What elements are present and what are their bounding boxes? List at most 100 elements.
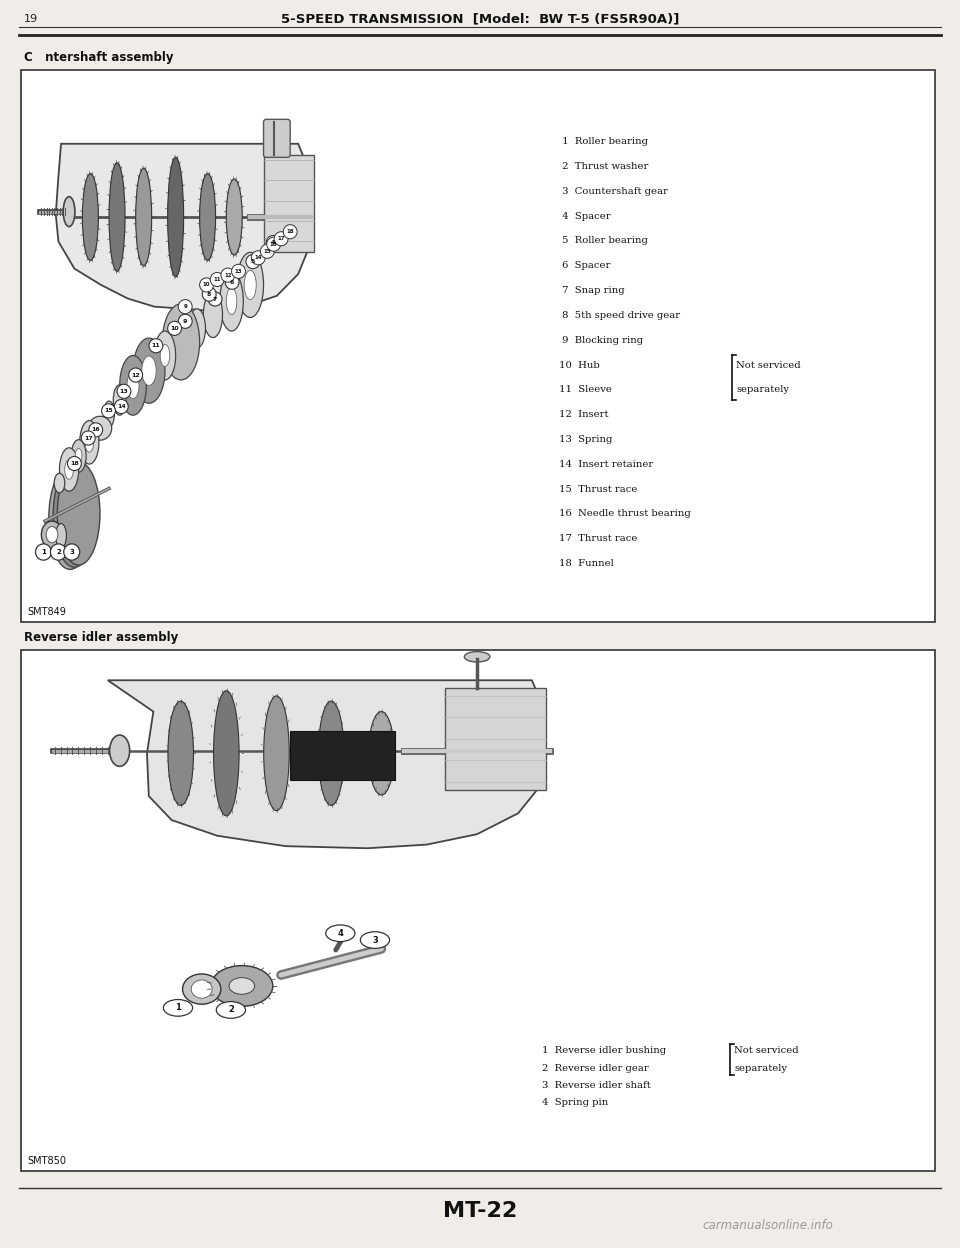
Ellipse shape xyxy=(41,522,62,548)
Circle shape xyxy=(63,544,80,560)
Ellipse shape xyxy=(369,711,395,795)
Text: 19: 19 xyxy=(24,14,38,24)
Circle shape xyxy=(88,423,103,437)
Ellipse shape xyxy=(227,288,237,314)
Text: 2  Thrust washer: 2 Thrust washer xyxy=(559,162,648,171)
Ellipse shape xyxy=(53,464,96,568)
Ellipse shape xyxy=(49,467,91,569)
Ellipse shape xyxy=(237,252,264,317)
Circle shape xyxy=(252,251,265,265)
Text: 14  Insert retainer: 14 Insert retainer xyxy=(559,459,653,469)
Text: 4: 4 xyxy=(271,240,276,245)
Text: 2  Reverse idler gear: 2 Reverse idler gear xyxy=(542,1063,649,1073)
Text: 1  Reverse idler bushing: 1 Reverse idler bushing xyxy=(542,1046,666,1056)
Circle shape xyxy=(82,431,95,446)
Circle shape xyxy=(200,278,213,292)
Circle shape xyxy=(203,287,216,301)
Circle shape xyxy=(149,338,163,353)
Circle shape xyxy=(179,314,192,328)
Text: 4  Spring pin: 4 Spring pin xyxy=(542,1098,609,1107)
Text: 3: 3 xyxy=(372,936,378,945)
Ellipse shape xyxy=(200,173,216,261)
Text: 9: 9 xyxy=(183,318,187,323)
Text: 8  5th speed drive gear: 8 5th speed drive gear xyxy=(559,311,680,319)
Text: 10: 10 xyxy=(203,282,210,287)
Ellipse shape xyxy=(83,173,98,261)
Text: C   ntershaft assembly: C ntershaft assembly xyxy=(24,51,174,64)
Text: 16: 16 xyxy=(91,427,100,432)
Circle shape xyxy=(51,544,66,560)
Text: 5-SPEED TRANSMISSION  [Model:  BW T-5 (FS5R90A)]: 5-SPEED TRANSMISSION [Model: BW T-5 (FS5… xyxy=(281,12,679,25)
Circle shape xyxy=(283,225,297,238)
Ellipse shape xyxy=(211,966,273,1006)
Text: 13: 13 xyxy=(234,268,242,273)
Text: 15  Thrust race: 15 Thrust race xyxy=(559,484,637,494)
Ellipse shape xyxy=(465,651,490,661)
Text: SMT850: SMT850 xyxy=(27,1156,66,1166)
Text: 17  Thrust race: 17 Thrust race xyxy=(559,534,637,543)
Text: 2: 2 xyxy=(228,1006,234,1015)
Text: Not serviced: Not serviced xyxy=(734,1046,799,1056)
Bar xyxy=(21,70,935,622)
Circle shape xyxy=(129,368,143,382)
Ellipse shape xyxy=(88,417,111,441)
Text: 15: 15 xyxy=(263,248,271,253)
Ellipse shape xyxy=(142,356,156,386)
Text: 6  Spacer: 6 Spacer xyxy=(559,261,611,271)
Ellipse shape xyxy=(168,157,183,277)
Ellipse shape xyxy=(58,462,100,565)
Text: 12  Insert: 12 Insert xyxy=(559,411,609,419)
Text: 11: 11 xyxy=(152,343,160,348)
Circle shape xyxy=(208,292,222,306)
Circle shape xyxy=(102,404,115,418)
Circle shape xyxy=(36,544,52,560)
Circle shape xyxy=(360,932,390,948)
Text: carmanualsonline.info: carmanualsonline.info xyxy=(703,1219,833,1232)
Circle shape xyxy=(67,457,82,470)
Text: 4  Spacer: 4 Spacer xyxy=(559,212,611,221)
Text: 3  Reverse idler shaft: 3 Reverse idler shaft xyxy=(542,1081,651,1090)
Text: SMT849: SMT849 xyxy=(27,607,65,617)
Text: 14: 14 xyxy=(117,404,126,409)
Text: separately: separately xyxy=(734,1063,787,1073)
Circle shape xyxy=(163,1000,193,1016)
Ellipse shape xyxy=(85,433,94,452)
Ellipse shape xyxy=(227,178,242,255)
Ellipse shape xyxy=(64,459,73,479)
Ellipse shape xyxy=(63,197,75,227)
Ellipse shape xyxy=(56,523,66,548)
Ellipse shape xyxy=(109,735,130,766)
Ellipse shape xyxy=(60,448,79,492)
Text: 16: 16 xyxy=(270,242,277,247)
Text: 10  Hub: 10 Hub xyxy=(559,361,599,369)
FancyBboxPatch shape xyxy=(445,688,545,790)
Text: 5: 5 xyxy=(251,260,255,265)
Text: 11  Sleeve: 11 Sleeve xyxy=(559,386,612,394)
Circle shape xyxy=(275,232,288,246)
FancyBboxPatch shape xyxy=(264,120,290,157)
Polygon shape xyxy=(108,680,545,849)
Ellipse shape xyxy=(80,421,99,464)
FancyBboxPatch shape xyxy=(264,155,314,252)
Circle shape xyxy=(114,399,129,413)
Ellipse shape xyxy=(127,372,139,399)
Ellipse shape xyxy=(155,331,176,379)
Ellipse shape xyxy=(46,527,58,543)
Ellipse shape xyxy=(213,690,239,816)
Circle shape xyxy=(226,275,239,290)
Ellipse shape xyxy=(160,344,170,367)
Circle shape xyxy=(168,321,181,336)
Circle shape xyxy=(221,268,235,282)
Circle shape xyxy=(216,1002,246,1018)
Ellipse shape xyxy=(109,162,125,271)
Text: 1: 1 xyxy=(175,1003,180,1012)
Text: 5  Roller bearing: 5 Roller bearing xyxy=(559,236,648,246)
Text: 17: 17 xyxy=(84,436,92,441)
Text: 6: 6 xyxy=(230,280,234,285)
Ellipse shape xyxy=(162,305,200,379)
Circle shape xyxy=(210,272,224,287)
Text: 9: 9 xyxy=(183,305,187,310)
Ellipse shape xyxy=(113,384,126,416)
Ellipse shape xyxy=(244,271,256,300)
Text: 1: 1 xyxy=(41,549,46,555)
